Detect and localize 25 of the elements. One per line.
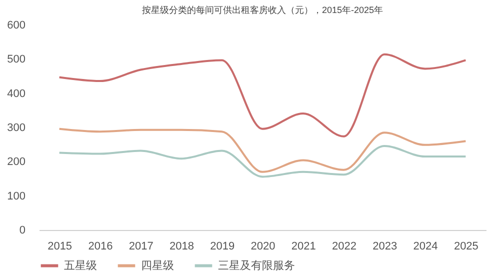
y-tick-label: 500 [7,54,26,66]
y-tick-label: 100 [7,190,26,202]
x-tick-label: 2020 [250,240,276,252]
x-tick-label: 2024 [413,240,438,252]
y-tick-label: 200 [7,156,26,168]
x-tick-label: 2022 [332,240,357,252]
y-tick-label: 600 [7,20,26,32]
legend-label: 三星及有限服务 [218,260,295,272]
y-tick-label: 400 [7,88,26,100]
chart-title: 按星级分类的每间可供出租客房收入（元），2015年-2025年 [142,5,384,15]
line-series [58,53,467,138]
y-tick-label: 300 [7,122,26,134]
legend-label: 四星级 [141,260,174,272]
x-tick-label: 2018 [169,240,194,252]
x-tick-label: 2025 [454,240,478,252]
x-tick-label: 2023 [372,240,398,252]
x-tick-label: 2019 [210,240,235,252]
line-series [58,128,467,173]
x-tick-label: 2021 [291,240,316,252]
legend-label: 五星级 [64,260,97,272]
x-tick-label: 2015 [48,240,72,252]
y-tick-label: 0 [19,224,26,236]
x-tick-label: 2016 [88,240,113,252]
x-tick-label: 2017 [128,240,154,252]
line-series [58,144,467,178]
